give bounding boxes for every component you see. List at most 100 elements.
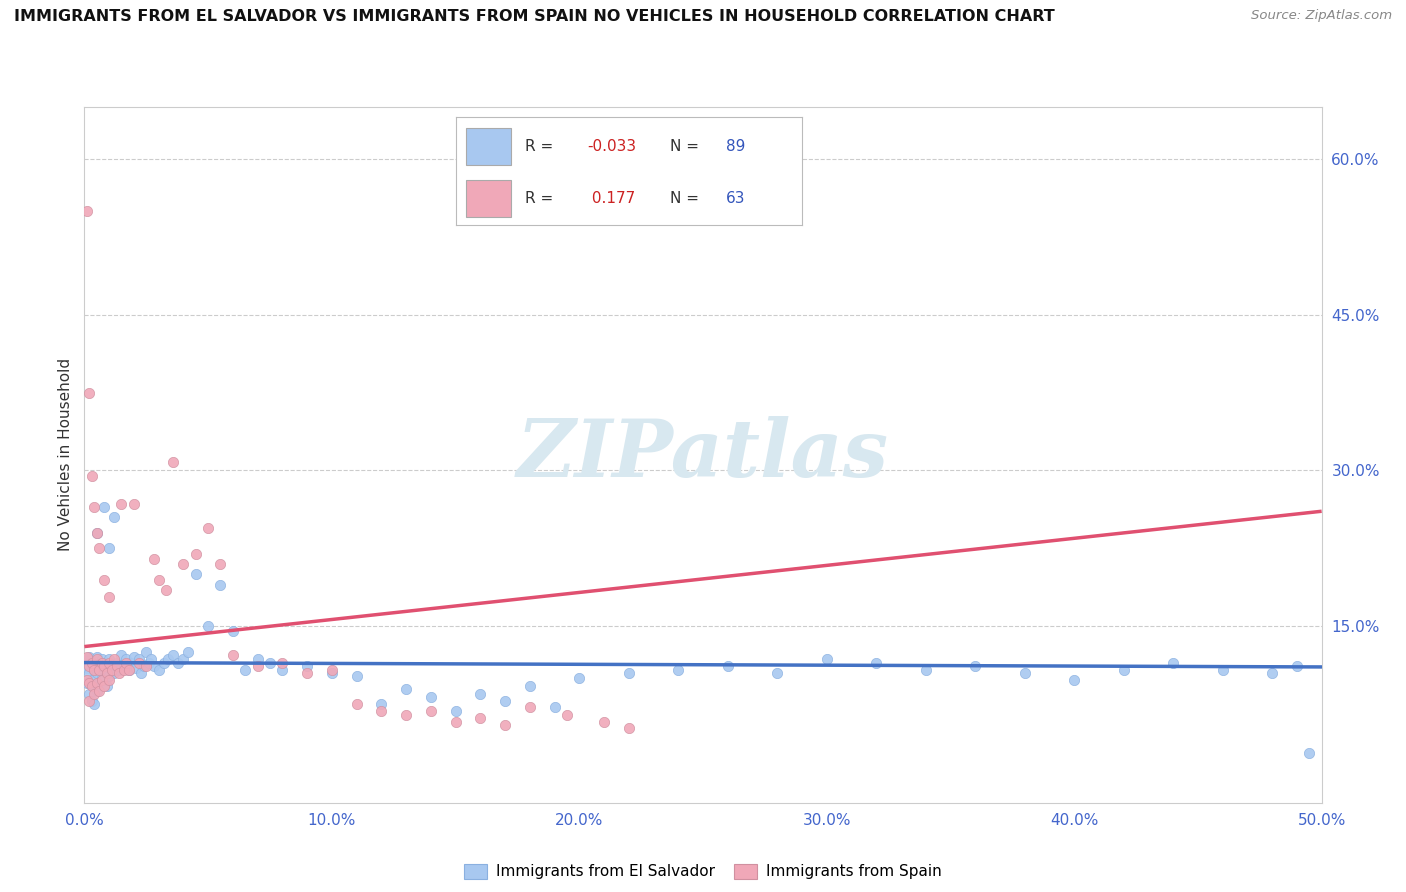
Point [419,690,441,704]
Point [142,551,165,566]
Point [222,624,245,639]
Point [157,652,180,666]
Point [1014,665,1036,680]
Point [100,663,122,677]
Point [86,676,108,690]
Point [162,455,184,469]
Point [79,694,101,708]
Point [120,656,142,670]
Point [246,658,269,673]
Point [105,656,128,670]
Point [321,665,343,680]
Point [76,676,98,690]
Point [555,707,578,722]
Point [865,656,887,670]
Point [395,707,418,722]
Point [98,673,121,688]
Point [1285,658,1308,673]
Point [122,497,145,511]
Point [295,665,318,680]
Point [110,648,132,663]
Point [1212,663,1234,677]
Point [86,665,108,680]
Point [86,650,108,665]
Point [766,665,789,680]
Point [96,680,118,694]
Point [122,650,145,665]
Point [89,541,111,556]
Point [98,541,121,556]
Point [98,669,121,683]
Point [1063,673,1085,688]
Point [172,652,194,666]
Point [370,697,392,711]
Point [295,658,318,673]
Point [79,658,101,673]
Point [80,468,103,483]
Point [346,697,368,711]
Point [125,661,148,675]
Point [222,648,245,663]
Point [83,697,105,711]
Point [89,663,111,677]
Point [83,663,105,677]
Point [96,665,118,680]
Point [108,665,131,680]
Point [80,694,103,708]
Point [543,700,565,714]
Point [209,557,232,571]
Point [494,694,516,708]
Point [167,656,190,670]
Point [103,510,125,524]
Point [79,687,101,701]
Point [118,663,141,677]
Point [96,663,118,677]
Point [184,567,207,582]
Point [155,582,177,597]
Point [79,676,101,690]
Point [965,658,987,673]
Point [115,652,138,666]
Point [79,650,101,665]
Point [112,663,135,677]
Point [321,663,343,677]
Point [370,705,392,719]
Point [162,648,184,663]
Point [76,661,98,675]
Point [115,656,138,670]
Point [103,665,125,680]
Point [128,652,150,666]
Point [89,683,111,698]
Point [89,676,111,690]
Point [142,658,165,673]
Point [93,500,115,514]
Point [259,656,281,670]
Point [86,652,108,666]
Point [815,652,838,666]
Point [90,652,112,666]
Point [914,663,936,677]
Point [617,665,640,680]
Point [129,665,152,680]
Point [108,663,131,677]
Legend: Immigrants from El Salvador, Immigrants from Spain: Immigrants from El Salvador, Immigrants … [458,857,948,886]
Point [83,500,105,514]
Point [90,673,112,688]
Point [89,658,111,673]
Point [93,656,115,670]
Point [233,663,256,677]
Point [93,680,115,694]
Point [83,687,105,701]
Point [519,700,541,714]
Point [617,721,640,735]
Point [135,645,157,659]
Point [138,656,160,670]
Point [80,673,103,688]
Point [666,663,689,677]
Point [86,683,108,698]
Text: ZIPatlas: ZIPatlas [517,417,889,493]
Point [148,663,170,677]
Point [76,673,98,688]
Point [100,658,122,673]
Point [246,652,269,666]
